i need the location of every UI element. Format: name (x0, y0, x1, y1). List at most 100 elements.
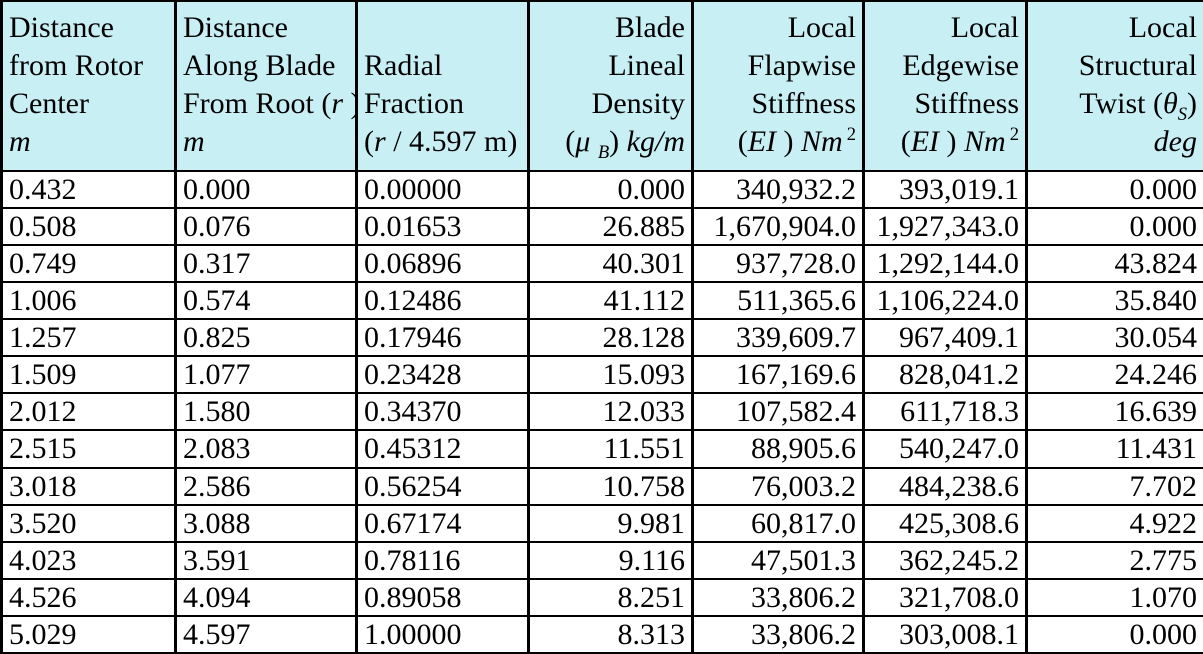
header-line: from Rotor (9, 49, 144, 82)
cell-edgewise-stiffness: 828,041.2 (862, 355, 1028, 395)
cell-distance-root: 1.077 (174, 355, 358, 395)
cell-flapwise-stiffness: 33,806.2 (691, 577, 865, 617)
cell-structural-twist: 30.054 (1025, 318, 1203, 358)
cell-radial-fraction: 0.89058 (355, 577, 530, 617)
cell-radial-fraction: 0.23428 (355, 355, 530, 395)
cell-edgewise-stiffness: 967,409.1 (862, 318, 1028, 358)
header-unit-label: deg (1153, 125, 1197, 158)
header-line: Along Blade (183, 49, 336, 82)
table-row: 0.432 0.000 0.00000 0.000 340,932.2 393,… (0, 169, 1203, 210)
cell-edgewise-stiffness: 303,008.1 (862, 614, 1028, 654)
cell-flapwise-stiffness: 76,003.2 (691, 466, 865, 506)
header-line: Structural (1078, 49, 1197, 82)
cell-distance-root: 0.825 (174, 318, 358, 358)
header-line: Blade (615, 11, 685, 44)
cell-flapwise-stiffness: 937,728.0 (691, 244, 865, 284)
header-line: Flapwise (747, 49, 856, 82)
column-header-flapwise-stiffness: Local Flapwise Stiffness (EI ) Nm 2 (691, 0, 865, 172)
cell-distance-root: 0.000 (174, 169, 358, 210)
cell-flapwise-stiffness: 88,905.6 (691, 429, 865, 469)
table-row: 1.006 0.574 0.12486 41.112 511,365.6 1,1… (0, 281, 1203, 321)
header-line: Edgewise (902, 49, 1019, 82)
cell-distance-root: 4.094 (174, 577, 358, 617)
header-unit-label: (EI ) Nm 2 (900, 124, 1019, 158)
cell-radial-fraction: 1.00000 (355, 614, 530, 654)
cell-flapwise-stiffness: 339,609.7 (691, 318, 865, 358)
header-line: Stiffness (914, 87, 1019, 120)
cell-radial-fraction: 0.00000 (355, 169, 530, 210)
cell-edgewise-stiffness: 393,019.1 (862, 169, 1028, 210)
cell-structural-twist: 16.639 (1025, 392, 1203, 432)
table-row: 3.520 3.088 0.67174 9.981 60,817.0 425,3… (0, 503, 1203, 543)
header-unit-label: (EI ) Nm 2 (737, 124, 856, 158)
cell-distance-root: 3.088 (174, 503, 358, 543)
cell-edgewise-stiffness: 425,308.6 (862, 503, 1028, 543)
header-line: Center (9, 87, 89, 120)
cell-distance-rotor: 0.432 (0, 169, 177, 210)
header-unit-label: m (9, 125, 31, 158)
table-header: Distance from Rotor Center m Distance Al… (0, 0, 1203, 172)
table-row: 0.749 0.317 0.06896 40.301 937,728.0 1,2… (0, 244, 1203, 284)
cell-distance-rotor: 2.515 (0, 429, 177, 469)
cell-distance-root: 0.317 (174, 244, 358, 284)
header-line: Local (1128, 11, 1197, 44)
cell-edgewise-stiffness: 484,238.6 (862, 466, 1028, 506)
cell-lineal-density: 15.093 (527, 355, 694, 395)
table-row: 1.509 1.077 0.23428 15.093 167,169.6 828… (0, 355, 1203, 395)
cell-distance-rotor: 0.749 (0, 244, 177, 284)
column-header-edgewise-stiffness: Local Edgewise Stiffness (EI ) Nm 2 (862, 0, 1028, 172)
cell-distance-rotor: 0.508 (0, 207, 177, 247)
cell-radial-fraction: 0.45312 (355, 429, 530, 469)
table-row: 1.257 0.825 0.17946 28.128 339,609.7 967… (0, 318, 1203, 358)
cell-distance-rotor: 4.526 (0, 577, 177, 617)
cell-structural-twist: 4.922 (1025, 503, 1203, 543)
cell-edgewise-stiffness: 540,247.0 (862, 429, 1028, 469)
cell-distance-rotor: 1.509 (0, 355, 177, 395)
table-row: 2.515 2.083 0.45312 11.551 88,905.6 540,… (0, 429, 1203, 469)
table-row: 5.029 4.597 1.00000 8.313 33,806.2 303,0… (0, 614, 1203, 654)
cell-distance-root: 0.574 (174, 281, 358, 321)
cell-lineal-density: 0.000 (527, 169, 694, 210)
cell-edgewise-stiffness: 1,106,224.0 (862, 281, 1028, 321)
header-line: Local (787, 11, 856, 44)
table-row: 2.012 1.580 0.34370 12.033 107,582.4 611… (0, 392, 1203, 432)
column-header-structural-twist: Local Structural Twist (θS) deg (1025, 0, 1203, 172)
header-line: Lineal (608, 49, 685, 82)
header-unit-label: (μ B) kg/m (565, 125, 685, 163)
cell-lineal-density: 26.885 (527, 207, 694, 247)
column-header-radial-fraction: Radial Fraction (r / 4.597 m) (355, 0, 530, 172)
cell-edgewise-stiffness: 362,245.2 (862, 540, 1028, 580)
cell-flapwise-stiffness: 33,806.2 (691, 614, 865, 654)
cell-structural-twist: 7.702 (1025, 466, 1203, 506)
cell-flapwise-stiffness: 107,582.4 (691, 392, 865, 432)
cell-lineal-density: 40.301 (527, 244, 694, 284)
header-line: Fraction (364, 87, 464, 120)
cell-structural-twist: 24.246 (1025, 355, 1203, 395)
cell-radial-fraction: 0.67174 (355, 503, 530, 543)
header-line: Distance (9, 11, 114, 44)
cell-lineal-density: 11.551 (527, 429, 694, 469)
cell-distance-rotor: 4.023 (0, 540, 177, 580)
table-row: 0.508 0.076 0.01653 26.885 1,670,904.0 1… (0, 207, 1203, 247)
cell-distance-root: 1.580 (174, 392, 358, 432)
cell-flapwise-stiffness: 511,365.6 (691, 281, 865, 321)
header-unit-label: m (183, 125, 205, 158)
table-row: 4.023 3.591 0.78116 9.116 47,501.3 362,2… (0, 540, 1203, 580)
header-line: Distance (183, 11, 288, 44)
cell-flapwise-stiffness: 167,169.6 (691, 355, 865, 395)
cell-edgewise-stiffness: 1,927,343.0 (862, 207, 1028, 247)
cell-edgewise-stiffness: 1,292,144.0 (862, 244, 1028, 284)
column-header-distance-from-rotor-center: Distance from Rotor Center m (0, 0, 177, 172)
cell-distance-rotor: 3.520 (0, 503, 177, 543)
cell-radial-fraction: 0.12486 (355, 281, 530, 321)
cell-lineal-density: 28.128 (527, 318, 694, 358)
column-header-blade-lineal-density: Blade Lineal Density (μ B) kg/m (527, 0, 694, 172)
cell-structural-twist: 35.840 (1025, 281, 1203, 321)
cell-radial-fraction: 0.01653 (355, 207, 530, 247)
table-body: 0.432 0.000 0.00000 0.000 340,932.2 393,… (0, 169, 1203, 654)
cell-distance-root: 3.591 (174, 540, 358, 580)
cell-distance-rotor: 2.012 (0, 392, 177, 432)
cell-lineal-density: 12.033 (527, 392, 694, 432)
cell-structural-twist: 2.775 (1025, 540, 1203, 580)
cell-radial-fraction: 0.78116 (355, 540, 530, 580)
